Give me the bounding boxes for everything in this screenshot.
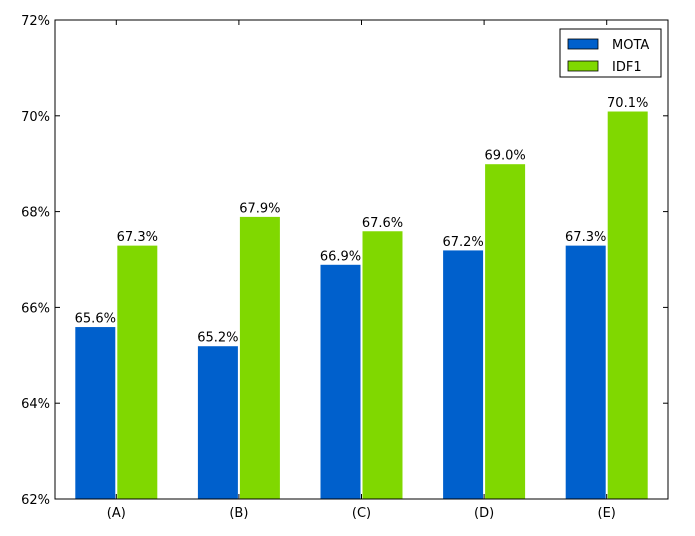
data-label-idf1-5: 70.1% xyxy=(607,96,648,111)
y-axis: 62% 64% 66% 68% 70% 72% xyxy=(21,14,668,508)
bar-idf1-2 xyxy=(238,215,281,500)
data-label-idf1-3: 67.6% xyxy=(362,216,403,231)
legend-swatch-idf1 xyxy=(567,60,599,72)
y-tick-label: 64% xyxy=(21,397,50,412)
data-label-mota-2: 65.2% xyxy=(197,331,238,346)
bar-idf1-5 xyxy=(606,110,649,500)
bar-idf1-3 xyxy=(361,230,404,500)
legend: MOTA IDF1 xyxy=(559,28,662,78)
x-axis: (A) (B) (C) (D) (E) xyxy=(107,20,616,521)
x-tick-label: (A) xyxy=(107,506,126,521)
x-tick-label: (E) xyxy=(598,506,616,521)
bar-mota-2 xyxy=(196,345,239,500)
legend-swatch-mota xyxy=(567,38,599,50)
x-tick-label: (D) xyxy=(474,506,494,521)
x-tick-label: (C) xyxy=(352,506,371,521)
bar-idf1-1 xyxy=(116,244,159,500)
y-tick-label: 72% xyxy=(21,14,50,29)
bar-mota-4 xyxy=(442,249,485,500)
bar-mota-1 xyxy=(74,326,117,500)
bar-mota-3 xyxy=(319,263,362,500)
legend-label-mota: MOTA xyxy=(612,38,649,53)
data-label-mota-5: 67.3% xyxy=(565,230,606,245)
y-tick-label: 68% xyxy=(21,206,50,221)
y-tick-label: 70% xyxy=(21,110,50,125)
data-labels-layer: 65.6% 67.3% 65.2% 67.9% 66.9% 67.6% 67.2% 69.0%… xyxy=(75,96,649,346)
x-tick-label: (B) xyxy=(229,506,248,521)
data-label-idf1-2: 67.9% xyxy=(239,201,280,216)
data-label-mota-4: 67.2% xyxy=(442,235,483,250)
legend-label-idf1: IDF1 xyxy=(612,60,642,75)
y-tick-label: 62% xyxy=(21,493,50,508)
bar-mota-5 xyxy=(564,244,607,500)
y-tick-label: 66% xyxy=(21,301,50,316)
data-label-mota-3: 66.9% xyxy=(320,249,361,264)
data-label-idf1-1: 67.3% xyxy=(117,230,158,245)
data-label-idf1-4: 69.0% xyxy=(484,149,525,164)
bar-idf1-4 xyxy=(484,163,527,500)
data-label-mota-1: 65.6% xyxy=(75,312,116,327)
bars-layer xyxy=(74,110,649,500)
